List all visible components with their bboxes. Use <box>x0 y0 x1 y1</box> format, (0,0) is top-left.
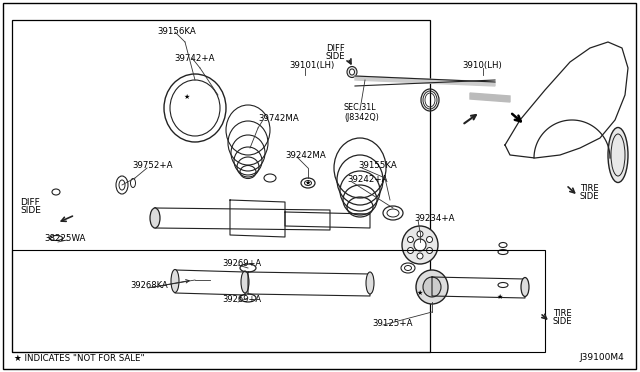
Text: 39269+A: 39269+A <box>222 259 261 267</box>
Text: 39156KA: 39156KA <box>157 26 196 35</box>
Text: 3910(LH): 3910(LH) <box>462 61 502 70</box>
Polygon shape <box>432 277 525 298</box>
Text: 39242MA: 39242MA <box>285 151 326 160</box>
Text: SIDE: SIDE <box>20 205 41 215</box>
Text: 39242+A: 39242+A <box>347 174 387 183</box>
Polygon shape <box>470 93 510 102</box>
Text: (J8342Q): (J8342Q) <box>344 112 379 122</box>
Text: 39125+A: 39125+A <box>372 318 413 327</box>
Text: SEC.31L: SEC.31L <box>344 103 376 112</box>
Text: TIRE: TIRE <box>580 183 598 192</box>
Text: ★: ★ <box>184 94 190 100</box>
Text: 39234+A: 39234+A <box>414 214 454 222</box>
Polygon shape <box>248 272 370 296</box>
Text: ★: ★ <box>305 180 311 186</box>
Text: SIDE: SIDE <box>326 51 346 61</box>
Circle shape <box>408 247 413 253</box>
Ellipse shape <box>150 208 160 228</box>
Polygon shape <box>175 270 245 295</box>
Bar <box>12 250 545 352</box>
Circle shape <box>426 237 433 243</box>
Polygon shape <box>230 200 285 237</box>
Ellipse shape <box>241 271 249 293</box>
Text: DIFF: DIFF <box>20 198 40 206</box>
Polygon shape <box>285 212 370 228</box>
Ellipse shape <box>423 277 441 297</box>
Ellipse shape <box>349 69 355 75</box>
Circle shape <box>414 239 426 251</box>
Text: 39268KA: 39268KA <box>130 282 168 291</box>
Text: ★: ★ <box>417 290 423 296</box>
Text: 39742MA: 39742MA <box>258 113 299 122</box>
Circle shape <box>426 247 433 253</box>
Ellipse shape <box>366 272 374 294</box>
Text: J39100M4: J39100M4 <box>579 353 624 362</box>
Text: 39155KA: 39155KA <box>358 160 397 170</box>
Circle shape <box>417 231 423 237</box>
Text: ★: ★ <box>497 294 503 300</box>
Polygon shape <box>505 42 628 158</box>
Ellipse shape <box>608 128 628 183</box>
Text: ★ INDICATES "NOT FOR SALE": ★ INDICATES "NOT FOR SALE" <box>14 353 145 362</box>
Text: SIDE: SIDE <box>553 317 573 327</box>
Circle shape <box>417 253 423 259</box>
Text: DIFF: DIFF <box>326 44 345 52</box>
Text: SIDE: SIDE <box>580 192 600 201</box>
Ellipse shape <box>347 67 357 77</box>
Text: 39742+A: 39742+A <box>174 54 214 62</box>
Ellipse shape <box>521 278 529 296</box>
Polygon shape <box>50 185 62 240</box>
Polygon shape <box>155 208 330 230</box>
Text: 39752+A: 39752+A <box>132 160 173 170</box>
Ellipse shape <box>402 226 438 264</box>
Bar <box>12 20 430 352</box>
Text: TIRE: TIRE <box>553 310 572 318</box>
Text: 39101(LH): 39101(LH) <box>289 61 334 70</box>
Circle shape <box>408 237 413 243</box>
Ellipse shape <box>416 270 448 304</box>
Text: 39269+A: 39269+A <box>222 295 261 305</box>
Polygon shape <box>355 76 495 86</box>
Ellipse shape <box>171 269 179 292</box>
Text: 38225WA: 38225WA <box>44 234 85 243</box>
